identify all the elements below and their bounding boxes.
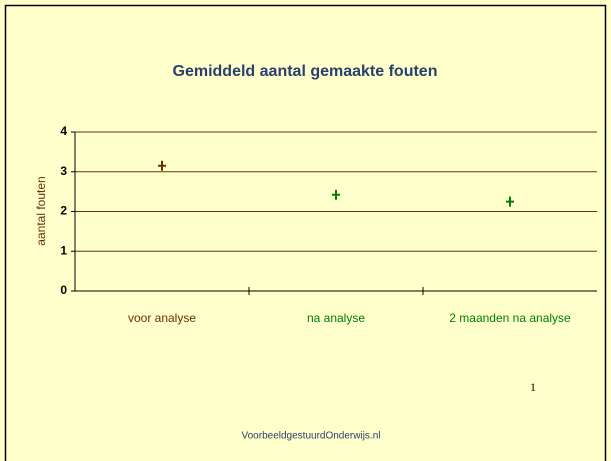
chart-title: Gemiddeld aantal gemaakte fouten (173, 63, 438, 80)
marker (158, 160, 166, 171)
footer: VoorbeeldgestuurdOnderwijs.nl (242, 431, 381, 442)
marker (332, 189, 340, 200)
x-tick-label: na analyse (307, 311, 365, 325)
y-tick-label: 1 (60, 243, 67, 257)
y-tick-label: 3 (60, 164, 67, 178)
x-tick-label: voor analyse (128, 311, 196, 325)
y-tick-label: 4 (60, 124, 67, 138)
y-tick-label: 0 (60, 283, 67, 297)
slide-border (4, 4, 607, 461)
x-tick-label: 2 maanden na analyse (449, 311, 571, 325)
slide-number: 1 (530, 380, 536, 394)
y-tick-label: 2 (60, 204, 67, 218)
y-axis-label: aantal fouten (34, 176, 48, 245)
marker (506, 196, 514, 207)
